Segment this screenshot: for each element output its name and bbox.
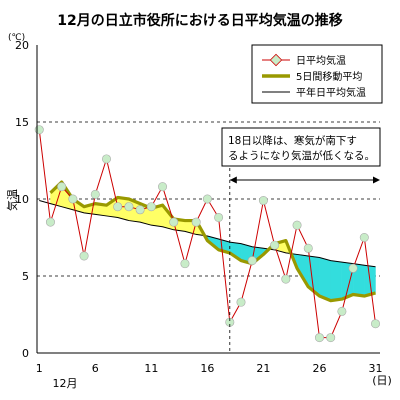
daily-temperature-point — [281, 274, 291, 284]
daily-temperature-point — [101, 154, 111, 164]
series-markers — [34, 125, 381, 343]
annotation-line-2: るようになり気温が低くなる。 — [228, 149, 375, 162]
daily-temperature-point — [247, 256, 257, 266]
y-tick-label: 20 — [15, 39, 29, 52]
x-tick-label: 21 — [256, 362, 270, 375]
legend-label-moving-average: 5日間移動平均 — [296, 70, 362, 83]
y-tick-label: 15 — [15, 116, 29, 129]
daily-temperature-point — [337, 306, 347, 316]
daily-temperature-point — [90, 189, 100, 199]
daily-temperature-point — [124, 202, 134, 212]
legend: 日平均気温 5日間移動平均 平年日平均気温 — [251, 44, 383, 104]
legend-label-daily: 日平均気温 — [296, 54, 346, 67]
daily-temperature-point — [34, 125, 44, 135]
y-axis-label: 気温 — [5, 189, 19, 211]
area-fills — [50, 181, 376, 301]
x-tick-label: 11 — [144, 362, 158, 375]
x-axis-unit: (日) — [372, 374, 392, 387]
annotation: 18日以降は、寒気が南下す るようになり気温が低くなる。 — [221, 127, 381, 353]
y-tick-label: 10 — [15, 193, 29, 206]
x-tick-label: 31 — [369, 362, 383, 375]
daily-temperature-point — [314, 333, 324, 343]
daily-temperature-point — [292, 220, 302, 230]
annotation-line-1: 18日以降は、寒気が南下す — [228, 134, 357, 147]
daily-temperature-point — [202, 194, 212, 204]
legend-marker-daily — [269, 53, 283, 67]
daily-temperature-point — [371, 319, 381, 329]
axes — [36, 45, 380, 354]
daily-temperature-point — [326, 333, 336, 343]
daily-temperature-point — [169, 217, 179, 227]
daily-temperature-point — [348, 263, 358, 273]
month-label: 12月 — [53, 377, 78, 390]
daily-temperature-point — [180, 259, 190, 269]
moving-average-line — [49, 180, 376, 303]
daily-temperature-point — [146, 202, 156, 212]
daily-temperature-point — [135, 205, 145, 215]
daily-temperature-point — [270, 240, 280, 250]
daily-temperature-point — [359, 233, 369, 243]
daily-temperature-point — [113, 202, 123, 212]
daily-temperature-point — [303, 243, 313, 253]
y-tick-label: 0 — [22, 347, 29, 360]
daily-temperature-point — [191, 217, 201, 227]
area-fill-segment — [330, 260, 343, 301]
daily-temperature-point — [79, 251, 89, 261]
annotation-box — [221, 127, 381, 167]
y-tick-label: 5 — [22, 270, 29, 283]
daily-temperature-point — [57, 182, 67, 192]
chart-title: 12月の日立市役所における日平均気温の推移 — [57, 12, 342, 29]
y-axis-unit: (℃) — [8, 33, 25, 43]
area-fill-segment — [319, 257, 331, 301]
annotation-marks — [229, 168, 380, 353]
daily-temperature-point — [158, 182, 168, 192]
annotation-arrow-left-head — [229, 176, 237, 184]
x-tick-label: 26 — [312, 362, 326, 375]
daily-temperature-point — [45, 217, 55, 227]
x-tick-label: 6 — [92, 362, 99, 375]
daily-temperature-point — [68, 194, 78, 204]
legend-label-normal: 平年日平均気温 — [296, 86, 366, 99]
x-tick-label: 16 — [200, 362, 214, 375]
legend-box — [251, 44, 383, 104]
x-tick-label: 1 — [36, 362, 43, 375]
annotation-arrow-right-head — [373, 176, 380, 184]
normal-temperature-line — [39, 200, 376, 268]
daily-temperature-point — [258, 196, 268, 206]
daily-temperature-point — [236, 297, 246, 307]
daily-temperature-point — [214, 212, 224, 222]
